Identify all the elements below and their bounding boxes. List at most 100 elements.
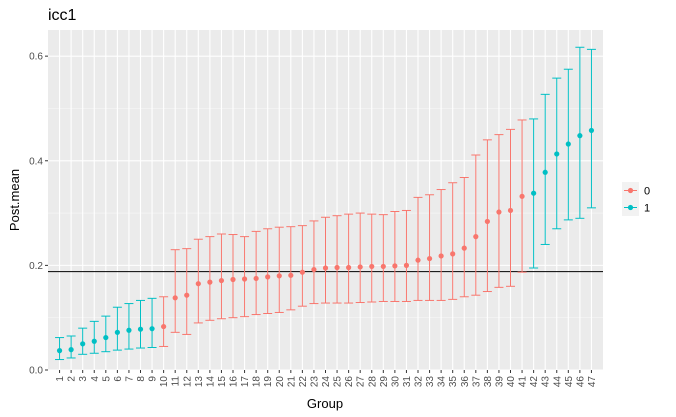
data-point (438, 253, 444, 259)
error-bar (390, 211, 400, 302)
data-point (126, 327, 132, 333)
data-point (91, 338, 97, 344)
x-tick-label: 41 (518, 376, 529, 388)
data-point (554, 151, 560, 157)
x-tick-label: 7 (124, 376, 135, 382)
data-point (531, 190, 537, 196)
error-bar (124, 303, 134, 350)
x-tick-label: 45 (564, 376, 575, 388)
error-bar (321, 216, 330, 304)
x-tick-label: 8 (136, 376, 147, 382)
error-bar (274, 226, 284, 313)
error-bar (205, 236, 215, 321)
x-tick-label: 10 (159, 376, 170, 388)
x-tick-label: 9 (148, 376, 159, 382)
x-tick-label: 15 (217, 376, 228, 388)
data-point (322, 265, 329, 271)
error-bar (101, 315, 111, 353)
data-point (230, 276, 236, 283)
data-point (276, 273, 282, 279)
y-tick-label: 0.6 (29, 52, 43, 63)
x-axis-ticks: 1 2 3 4 5 6 7 8 9 10 11 12 13 14 15 16 17 18 19 20 21 22 23 24 2… (55, 370, 598, 387)
x-tick-label: 47 (587, 376, 598, 388)
error-bar (286, 226, 296, 311)
error-bar (159, 296, 169, 347)
data-point (450, 251, 456, 257)
data-point (103, 334, 109, 341)
x-tick-label: 25 (333, 376, 344, 388)
data-point (218, 277, 225, 284)
error-bar (216, 233, 226, 320)
data-point (392, 263, 398, 269)
data-point (195, 281, 201, 287)
error-bar (355, 212, 365, 304)
data-point (369, 263, 375, 270)
data-point (357, 264, 363, 270)
error-bar (332, 215, 342, 304)
data-point (507, 207, 514, 214)
legend: 01 (622, 182, 650, 216)
x-tick-label: 38 (483, 376, 494, 388)
x-tick-label: 39 (494, 376, 505, 388)
error-bar (136, 299, 145, 349)
error-bar (228, 234, 238, 319)
x-tick-label: 31 (402, 376, 413, 388)
data-point (265, 274, 271, 280)
data-point (496, 209, 502, 215)
error-bar (413, 196, 423, 301)
x-axis-title: Group (307, 396, 343, 411)
x-tick-label: 5 (101, 376, 112, 382)
error-bar (425, 194, 435, 301)
legend-label: 1 (644, 203, 650, 215)
x-tick-label: 27 (356, 376, 367, 388)
x-tick-label: 33 (425, 376, 436, 388)
data-point (380, 263, 386, 270)
data-point (56, 348, 63, 354)
data-point (473, 234, 479, 240)
x-tick-label: 4 (90, 376, 101, 382)
error-bar (482, 139, 492, 293)
x-tick-label: 40 (506, 376, 517, 388)
x-tick-label: 2 (67, 376, 78, 382)
error-bar (66, 335, 76, 359)
error-bar (89, 320, 99, 354)
x-tick-label: 44 (552, 376, 563, 388)
data-point (80, 341, 86, 347)
error-bar (112, 306, 122, 351)
error-bar (193, 238, 203, 324)
error-bar (448, 182, 458, 300)
data-point (149, 326, 155, 332)
error-bar (309, 220, 319, 305)
error-bar (471, 154, 481, 296)
error-bar (459, 177, 469, 298)
error-bar (182, 248, 192, 335)
data-point (137, 326, 144, 332)
data-point (334, 264, 340, 271)
y-tick-label: 0.4 (29, 156, 43, 167)
data-point (415, 257, 421, 263)
x-tick-label: 34 (437, 376, 448, 388)
x-tick-label: 3 (78, 376, 89, 382)
error-bar (297, 225, 307, 307)
x-tick-label: 26 (344, 376, 355, 388)
data-points (56, 127, 595, 354)
data-point (311, 266, 317, 273)
error-bars (55, 46, 596, 361)
x-tick-label: 12 (182, 376, 193, 388)
data-point (253, 275, 259, 282)
error-bar (575, 46, 585, 219)
x-tick-label: 14 (205, 376, 216, 388)
x-tick-label: 32 (414, 376, 425, 388)
data-point (114, 329, 120, 335)
error-bar (436, 189, 446, 301)
x-tick-label: 19 (263, 376, 274, 388)
data-point (565, 141, 571, 147)
error-bar (170, 249, 180, 333)
data-point (299, 269, 305, 275)
x-tick-label: 13 (194, 376, 205, 388)
error-bar (378, 214, 388, 302)
x-tick-label: 23 (309, 376, 320, 388)
y-tick-label: 0.2 (29, 261, 43, 272)
data-point (461, 245, 467, 251)
data-point (519, 193, 525, 199)
